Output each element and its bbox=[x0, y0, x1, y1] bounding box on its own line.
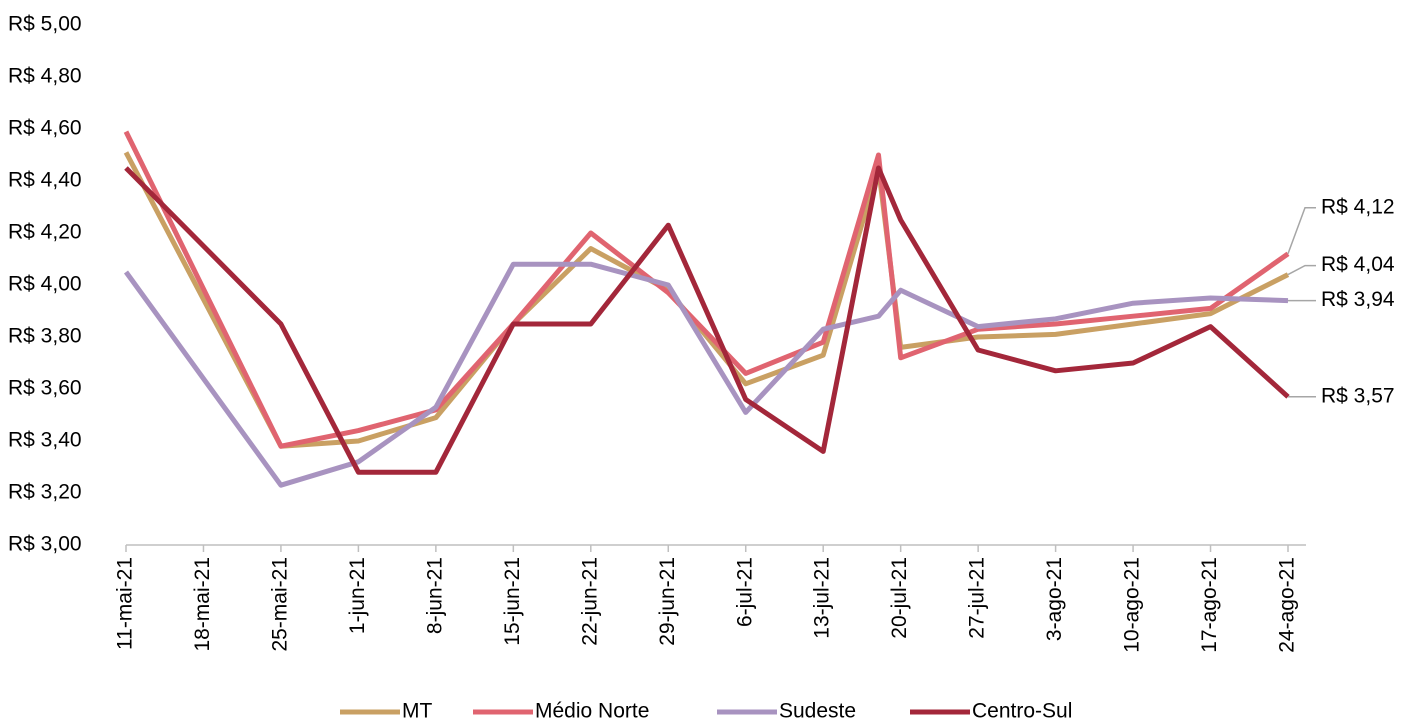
label-leader bbox=[1287, 207, 1316, 255]
series-line bbox=[123, 130, 1290, 449]
legend-label: Médio Norte bbox=[535, 700, 649, 723]
series-line bbox=[124, 165, 1290, 475]
x-tick-label: 3-ago-21 bbox=[1043, 557, 1066, 641]
x-tick-label: 1-jun-21 bbox=[346, 557, 369, 634]
x-tick-label: 27-jul-21 bbox=[966, 557, 989, 639]
y-tick-label: R$ 4,20 bbox=[8, 221, 82, 244]
x-tick-label: 22-jun-21 bbox=[578, 557, 601, 646]
value-label: R$ 3,57 bbox=[1321, 384, 1395, 407]
x-tick-label: 8-jun-21 bbox=[423, 557, 446, 634]
x-tick-label: 20-jul-21 bbox=[888, 557, 911, 639]
x-tick-label: 10-ago-21 bbox=[1121, 557, 1144, 653]
y-tick-label: R$ 4,60 bbox=[8, 117, 82, 140]
value-label: R$ 4,12 bbox=[1321, 195, 1395, 218]
y-tick-label: R$ 3,60 bbox=[8, 377, 82, 400]
legend-label: MT bbox=[402, 700, 432, 723]
y-tick-label: R$ 3,00 bbox=[8, 533, 82, 556]
value-label: R$ 4,04 bbox=[1321, 253, 1395, 276]
x-tick-label: 15-jun-21 bbox=[501, 557, 524, 646]
y-tick-label: R$ 3,40 bbox=[8, 429, 82, 452]
x-tick-label: 24-ago-21 bbox=[1276, 557, 1299, 653]
value-label: R$ 3,94 bbox=[1321, 288, 1395, 311]
series-line bbox=[123, 151, 1290, 449]
legend-label: Centro-Sul bbox=[972, 700, 1072, 723]
y-tick-label: R$ 5,00 bbox=[8, 13, 82, 36]
x-tick-label: 25-mai-21 bbox=[268, 557, 291, 652]
x-tick-label: 11-mai-21 bbox=[114, 557, 137, 650]
x-tick-label: 13-jul-21 bbox=[811, 557, 834, 639]
x-tick-label: 6-jul-21 bbox=[733, 557, 756, 627]
x-tick-label: 29-jun-21 bbox=[656, 557, 679, 646]
label-leader bbox=[1287, 264, 1316, 276]
y-tick-label: R$ 4,40 bbox=[8, 169, 82, 192]
y-tick-label: R$ 3,80 bbox=[8, 325, 82, 348]
series-line bbox=[123, 261, 1289, 488]
y-tick-label: R$ 3,20 bbox=[8, 481, 82, 504]
y-tick-label: R$ 4,00 bbox=[8, 273, 82, 296]
legend-label: Sudeste bbox=[779, 700, 856, 723]
x-tick-label: 18-mai-21 bbox=[191, 557, 214, 652]
y-tick-label: R$ 4,80 bbox=[8, 65, 82, 88]
x-tick-label: 17-ago-21 bbox=[1198, 557, 1221, 653]
